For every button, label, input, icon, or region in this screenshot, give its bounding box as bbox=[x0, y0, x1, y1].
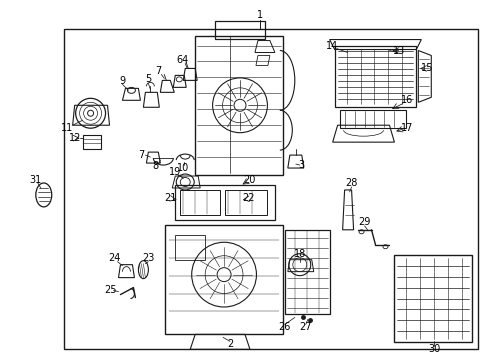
Text: 19: 19 bbox=[169, 167, 181, 177]
Text: 28: 28 bbox=[345, 178, 357, 188]
Text: 8: 8 bbox=[152, 161, 158, 171]
Text: 11: 11 bbox=[61, 123, 73, 133]
Text: 17: 17 bbox=[400, 123, 413, 133]
Text: 64: 64 bbox=[176, 55, 188, 66]
Bar bbox=[394, 255, 471, 342]
Text: 20: 20 bbox=[243, 175, 255, 185]
Text: 10: 10 bbox=[177, 163, 189, 173]
Bar bbox=[165, 225, 282, 334]
Bar bbox=[180, 190, 220, 215]
Text: 3: 3 bbox=[298, 160, 304, 170]
Text: 23: 23 bbox=[142, 253, 154, 263]
Text: 27: 27 bbox=[299, 323, 311, 332]
Bar bbox=[82, 135, 101, 149]
Text: 21: 21 bbox=[164, 193, 176, 203]
Bar bbox=[195, 36, 282, 175]
Text: 5: 5 bbox=[145, 75, 151, 84]
Text: 1: 1 bbox=[256, 10, 263, 20]
Text: 16: 16 bbox=[401, 95, 413, 105]
Text: 7: 7 bbox=[138, 150, 144, 160]
Bar bbox=[285, 230, 329, 315]
Text: 13: 13 bbox=[392, 45, 405, 55]
Text: 24: 24 bbox=[108, 253, 121, 263]
Text: 12: 12 bbox=[68, 133, 81, 143]
Text: 18: 18 bbox=[293, 249, 305, 259]
Bar bbox=[175, 185, 274, 220]
Bar bbox=[64, 30, 477, 348]
Text: 30: 30 bbox=[427, 345, 440, 354]
Text: 25: 25 bbox=[104, 284, 117, 294]
Text: 15: 15 bbox=[420, 63, 432, 73]
Bar bbox=[334, 45, 415, 107]
Text: 9: 9 bbox=[119, 76, 125, 86]
Bar bbox=[215, 21, 264, 39]
Text: 26: 26 bbox=[278, 323, 290, 332]
Text: 31: 31 bbox=[30, 175, 42, 185]
Bar bbox=[224, 190, 266, 215]
Text: 7: 7 bbox=[155, 67, 161, 76]
Bar bbox=[339, 110, 406, 128]
Text: 14: 14 bbox=[325, 41, 337, 50]
Text: 22: 22 bbox=[242, 193, 255, 203]
Text: 29: 29 bbox=[358, 217, 370, 227]
Text: 2: 2 bbox=[226, 339, 233, 349]
